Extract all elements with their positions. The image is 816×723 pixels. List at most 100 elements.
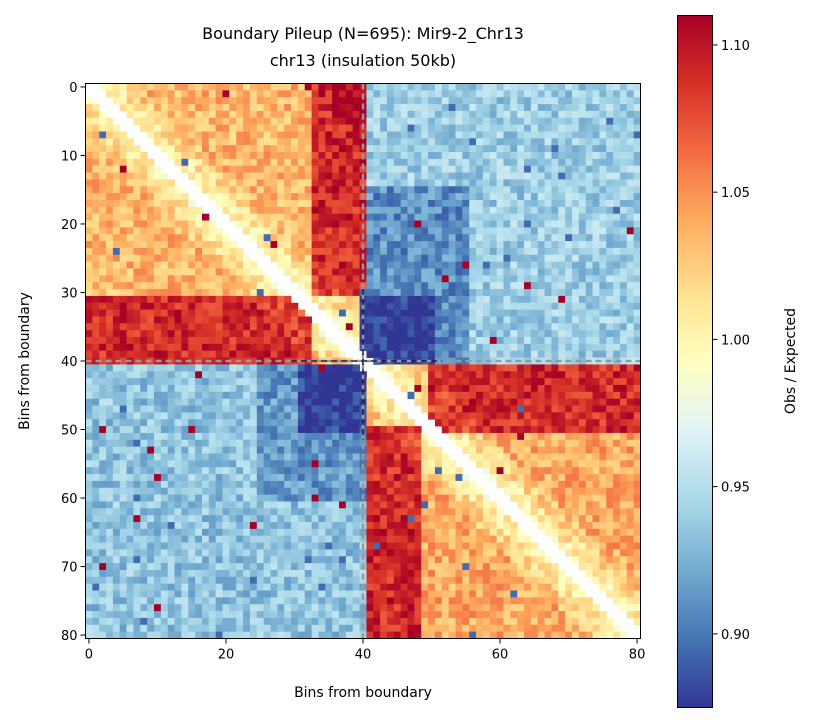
heatmap-cell bbox=[256, 343, 265, 352]
heatmap-cell bbox=[626, 295, 635, 304]
heatmap-cell bbox=[619, 405, 628, 413]
heatmap-cell bbox=[441, 508, 450, 516]
heatmap-cell bbox=[407, 467, 415, 475]
heatmap-cell bbox=[503, 152, 511, 160]
heatmap-cell bbox=[462, 474, 470, 482]
heatmap-cell bbox=[339, 453, 347, 461]
heatmap-cell bbox=[126, 227, 134, 235]
heatmap-cell bbox=[133, 316, 141, 324]
heatmap-cell bbox=[421, 337, 429, 345]
heatmap-cell bbox=[147, 179, 155, 187]
heatmap-cell bbox=[99, 165, 107, 173]
heatmap-cell bbox=[208, 398, 217, 406]
heatmap-cell bbox=[140, 90, 148, 98]
heatmap-cell bbox=[229, 110, 237, 119]
heatmap-cell bbox=[393, 501, 402, 509]
heatmap-cell bbox=[332, 398, 340, 406]
heatmap-cell bbox=[469, 179, 477, 187]
heatmap-cell bbox=[537, 179, 545, 187]
heatmap-cell bbox=[112, 432, 121, 441]
heatmap-cell bbox=[160, 501, 169, 509]
heatmap-cell bbox=[325, 460, 333, 468]
heatmap-cell bbox=[345, 378, 354, 386]
heatmap-cell bbox=[229, 446, 237, 454]
heatmap-cell bbox=[154, 131, 162, 139]
heatmap-cell bbox=[537, 206, 545, 215]
heatmap-cell bbox=[380, 282, 388, 290]
heatmap-cell bbox=[311, 247, 319, 256]
heatmap-cell bbox=[160, 474, 169, 482]
heatmap-cell bbox=[558, 145, 566, 153]
heatmap-cell bbox=[448, 193, 456, 201]
heatmap-cell bbox=[263, 432, 271, 441]
heatmap-cell bbox=[201, 131, 210, 139]
heatmap-cell bbox=[448, 124, 456, 132]
heatmap-cell bbox=[297, 124, 306, 132]
heatmap-cell bbox=[510, 398, 518, 406]
heatmap-cell bbox=[154, 467, 162, 475]
heatmap-cell bbox=[222, 90, 230, 98]
heatmap-cell bbox=[578, 165, 587, 173]
heatmap-cell bbox=[558, 439, 566, 448]
heatmap-cell bbox=[578, 206, 587, 215]
heatmap-cell bbox=[263, 412, 271, 420]
heatmap-cell bbox=[434, 145, 443, 153]
heatmap-cell bbox=[311, 453, 319, 461]
heatmap-cell bbox=[469, 227, 477, 235]
heatmap-cell bbox=[448, 158, 456, 167]
heatmap-cell bbox=[106, 145, 114, 153]
heatmap-cell bbox=[537, 343, 545, 352]
heatmap-cell bbox=[208, 432, 217, 441]
heatmap-cell bbox=[318, 343, 326, 352]
heatmap-cell bbox=[428, 364, 436, 372]
heatmap-cell bbox=[208, 412, 217, 420]
heatmap-cell bbox=[256, 165, 265, 173]
heatmap-cell bbox=[380, 186, 388, 194]
heatmap-cell bbox=[256, 241, 265, 249]
heatmap-cell bbox=[311, 90, 319, 98]
heatmap-cell bbox=[619, 487, 628, 496]
heatmap-cell bbox=[222, 179, 230, 187]
heatmap-cell bbox=[393, 467, 402, 475]
heatmap-cell bbox=[99, 357, 107, 365]
heatmap-cell bbox=[626, 254, 635, 263]
heatmap-cell bbox=[503, 467, 511, 475]
heatmap-cell bbox=[496, 439, 504, 448]
heatmap-cell bbox=[599, 398, 607, 406]
heatmap-cell bbox=[606, 419, 614, 427]
heatmap-cell bbox=[448, 398, 456, 406]
heatmap-cell bbox=[263, 220, 271, 228]
heatmap-cell bbox=[133, 398, 141, 406]
heatmap-cell bbox=[606, 460, 614, 468]
heatmap-cell bbox=[606, 508, 614, 516]
heatmap-cell bbox=[537, 419, 545, 427]
heatmap-cell bbox=[339, 110, 347, 119]
heatmap-cell bbox=[215, 426, 223, 434]
heatmap-cell bbox=[633, 90, 641, 98]
heatmap-cell bbox=[133, 426, 141, 434]
heatmap-cell bbox=[613, 110, 621, 119]
heatmap-cell bbox=[448, 138, 456, 146]
heatmap-cell bbox=[236, 247, 244, 256]
heatmap-cell bbox=[277, 384, 285, 393]
heatmap-cell bbox=[462, 206, 470, 215]
heatmap-cell bbox=[339, 309, 347, 317]
heatmap-cell bbox=[325, 275, 333, 283]
heatmap-cell bbox=[619, 446, 628, 454]
heatmap-cell bbox=[469, 371, 477, 379]
heatmap-cell bbox=[592, 165, 600, 173]
heatmap-cell bbox=[524, 227, 532, 235]
heatmap-cell bbox=[544, 124, 552, 132]
heatmap-cell bbox=[441, 364, 450, 372]
heatmap-cell bbox=[256, 350, 265, 358]
heatmap-cell bbox=[462, 261, 470, 269]
heatmap-cell bbox=[482, 337, 491, 345]
heatmap-cell bbox=[366, 467, 374, 475]
heatmap-cell bbox=[571, 398, 580, 406]
heatmap-cell bbox=[613, 439, 621, 448]
heatmap-cell bbox=[386, 309, 395, 317]
heatmap-cell bbox=[530, 138, 539, 146]
heatmap-cell bbox=[626, 419, 635, 427]
heatmap-cell bbox=[119, 357, 128, 365]
heatmap-cell bbox=[613, 261, 621, 269]
